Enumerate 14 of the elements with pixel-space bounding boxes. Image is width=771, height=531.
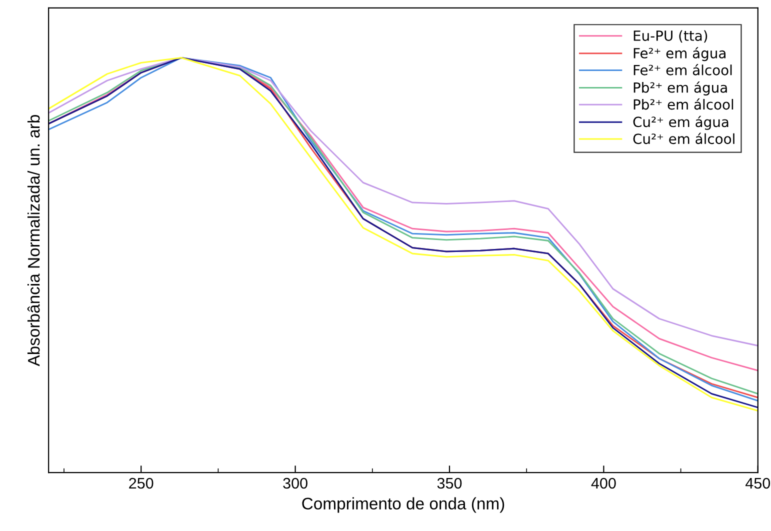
legend-label: Pb²⁺ em água bbox=[634, 81, 727, 96]
x-tick-label: 300 bbox=[283, 478, 308, 489]
y-axis-title: Absorbância Normalizada/ un. arb bbox=[27, 114, 40, 366]
x-tick-label: 350 bbox=[437, 478, 462, 489]
x-tick-label: 400 bbox=[591, 478, 616, 489]
legend-label: Fe²⁺ em água bbox=[634, 47, 726, 62]
legend-label: Fe²⁺ em álcool bbox=[634, 64, 732, 76]
x-axis-title: Comprimento de onda (nm) bbox=[302, 497, 504, 513]
x-tick-label: 450 bbox=[746, 478, 770, 489]
legend-label: Pb²⁺ em álcool bbox=[634, 98, 734, 110]
legend-label: Cu²⁺ em água bbox=[633, 116, 728, 130]
x-tick-label: 250 bbox=[129, 478, 154, 489]
legend-label: Cu²⁺ em álcool bbox=[633, 132, 734, 144]
legend-label: Eu-PU (tta) bbox=[634, 30, 708, 43]
